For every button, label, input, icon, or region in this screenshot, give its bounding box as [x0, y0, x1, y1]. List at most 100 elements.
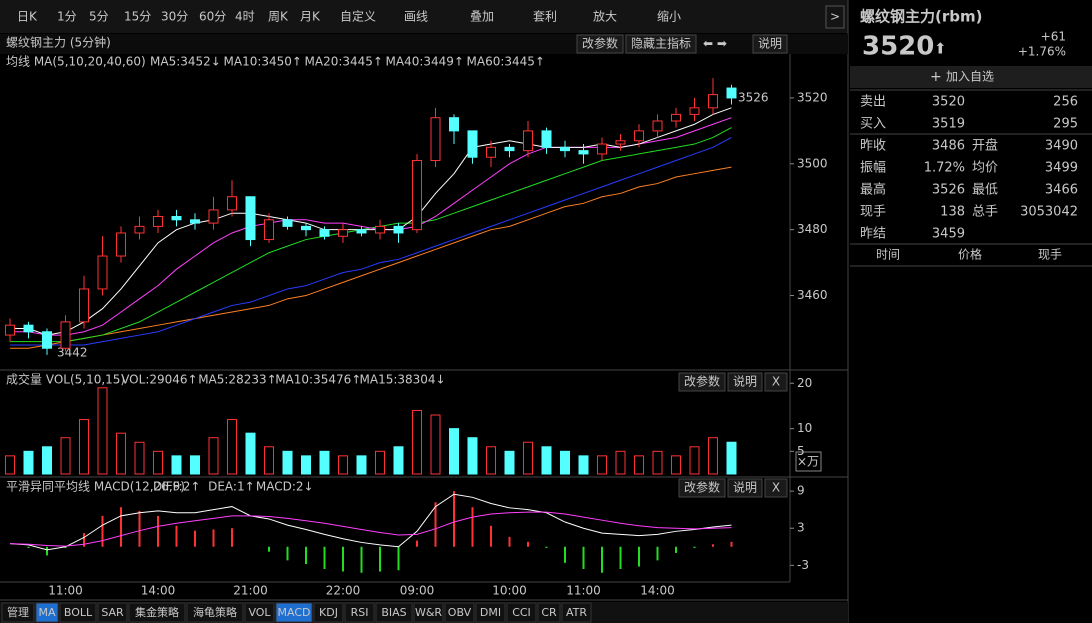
candle-body: [23, 324, 34, 333]
tab-label[interactable]: 集金策略: [135, 605, 179, 619]
panel-button-label[interactable]: 隐藏主指标: [631, 36, 691, 51]
tab-label[interactable]: KDJ: [319, 606, 338, 619]
volume-bar: [597, 455, 607, 475]
panel-button[interactable]: [625, 34, 697, 54]
toolbar-item[interactable]: 自定义: [340, 9, 376, 24]
add-button-bg[interactable]: [850, 66, 1092, 88]
quote-cell: 开盘: [972, 138, 998, 154]
candle-body: [301, 225, 311, 231]
tab-label[interactable]: ATR: [566, 606, 587, 619]
quote-cell: 3526: [932, 183, 965, 198]
toolbar-item[interactable]: 日K: [17, 10, 38, 24]
tab[interactable]: [413, 602, 444, 623]
candle-body: [227, 196, 237, 211]
next-button[interactable]: [825, 5, 845, 29]
tab[interactable]: [313, 602, 344, 623]
tab-label[interactable]: MA: [38, 606, 55, 619]
panel-button[interactable]: [678, 372, 726, 392]
panel-button-label[interactable]: 说明: [733, 480, 757, 495]
panel-button-label[interactable]: 说明: [733, 374, 757, 389]
quote-change: +61: [1041, 30, 1066, 44]
trade-header: 现手: [1038, 248, 1062, 262]
panel-button-label[interactable]: X: [772, 481, 780, 495]
candle-body: [356, 229, 367, 234]
tab[interactable]: [344, 602, 375, 623]
toolbar-item[interactable]: 周K: [268, 10, 289, 24]
add-button[interactable]: 加入自选: [946, 70, 994, 84]
tab[interactable]: [506, 602, 537, 623]
x-tick-label: 14:00: [141, 584, 176, 598]
candle-body: [412, 160, 422, 231]
nav-arrows[interactable]: ⬅ ➡: [703, 37, 727, 51]
quote-cell: 1.72%: [924, 161, 965, 176]
tab-label[interactable]: OBV: [448, 606, 472, 619]
toolbar-item[interactable]: 放大: [593, 9, 617, 24]
toolbar-item[interactable]: 1分: [57, 10, 77, 24]
panel-button[interactable]: [764, 478, 788, 498]
tab-label[interactable]: MACD: [278, 606, 311, 619]
y-tick-label: 3460: [797, 288, 828, 302]
toolbar-item[interactable]: 60分: [199, 10, 226, 24]
quote-cell: 3519: [932, 117, 965, 132]
toolbar-item[interactable]: 叠加: [470, 10, 494, 24]
tab[interactable]: [186, 602, 244, 623]
tab-label[interactable]: DMI: [480, 606, 501, 619]
volume-bar: [190, 455, 200, 475]
tab[interactable]: [35, 602, 59, 623]
tab-label[interactable]: BIAS: [381, 606, 406, 619]
candle-body: [652, 120, 663, 132]
tab-label[interactable]: 管理: [7, 605, 29, 619]
tab[interactable]: [375, 602, 413, 623]
quote-percent: +1.76%: [1018, 45, 1066, 59]
panel-button[interactable]: [752, 34, 788, 54]
candle-body: [245, 196, 256, 241]
quote-cell: 最低: [972, 183, 998, 198]
main-title: 螺纹钢主力 (5分钟): [6, 35, 111, 50]
volume-bar: [412, 409, 422, 475]
toolbar-item[interactable]: 30分: [161, 10, 188, 24]
legend-entry: MA60:3445↑: [467, 55, 545, 69]
toolbar-item[interactable]: 4时: [235, 10, 255, 24]
toolbar-item[interactable]: 套利: [533, 10, 557, 24]
tab[interactable]: [97, 602, 128, 623]
volume-bar: [356, 455, 367, 475]
tab-label[interactable]: 海龟策略: [193, 605, 237, 619]
tab[interactable]: [275, 602, 313, 623]
volume-bar: [208, 437, 219, 475]
tab-label[interactable]: W&R: [415, 606, 442, 619]
toolbar-item[interactable]: 5分: [89, 10, 109, 24]
tab-label[interactable]: VOL: [248, 606, 271, 619]
tab[interactable]: [1, 602, 35, 623]
toolbar-item[interactable]: 画线: [404, 10, 428, 24]
tab[interactable]: [444, 602, 475, 623]
tab[interactable]: [537, 602, 561, 623]
panel-button[interactable]: [727, 372, 763, 392]
panel-button-label[interactable]: 说明: [758, 36, 782, 51]
tab[interactable]: [475, 602, 506, 623]
candle-body: [486, 146, 496, 158]
tab[interactable]: [561, 602, 592, 623]
tab-label[interactable]: SAR: [101, 606, 124, 619]
panel-button-label[interactable]: 改参数: [684, 480, 720, 495]
tab-label[interactable]: BOLL: [64, 606, 93, 619]
plus-icon: +: [930, 69, 942, 85]
high-label: 3526: [738, 91, 769, 105]
tab[interactable]: [128, 602, 186, 623]
tab-label[interactable]: CCI: [512, 606, 531, 619]
tab[interactable]: [244, 602, 275, 623]
toolbar-item[interactable]: 缩小: [657, 9, 681, 24]
panel-button[interactable]: [576, 34, 624, 54]
quote-cell: 3520: [932, 95, 965, 110]
candle-body: [615, 140, 626, 145]
panel-button-label[interactable]: X: [772, 375, 780, 389]
toolbar-item[interactable]: 月K: [300, 10, 321, 24]
tab[interactable]: [59, 602, 97, 623]
tab-label[interactable]: CR: [541, 606, 557, 619]
panel-button[interactable]: [678, 478, 726, 498]
panel-button[interactable]: [764, 372, 788, 392]
panel-button-label[interactable]: 改参数: [684, 374, 720, 389]
panel-button[interactable]: [727, 478, 763, 498]
tab-label[interactable]: RSI: [351, 606, 369, 619]
panel-button-label[interactable]: 改参数: [582, 36, 618, 51]
toolbar-item[interactable]: 15分: [124, 10, 151, 24]
